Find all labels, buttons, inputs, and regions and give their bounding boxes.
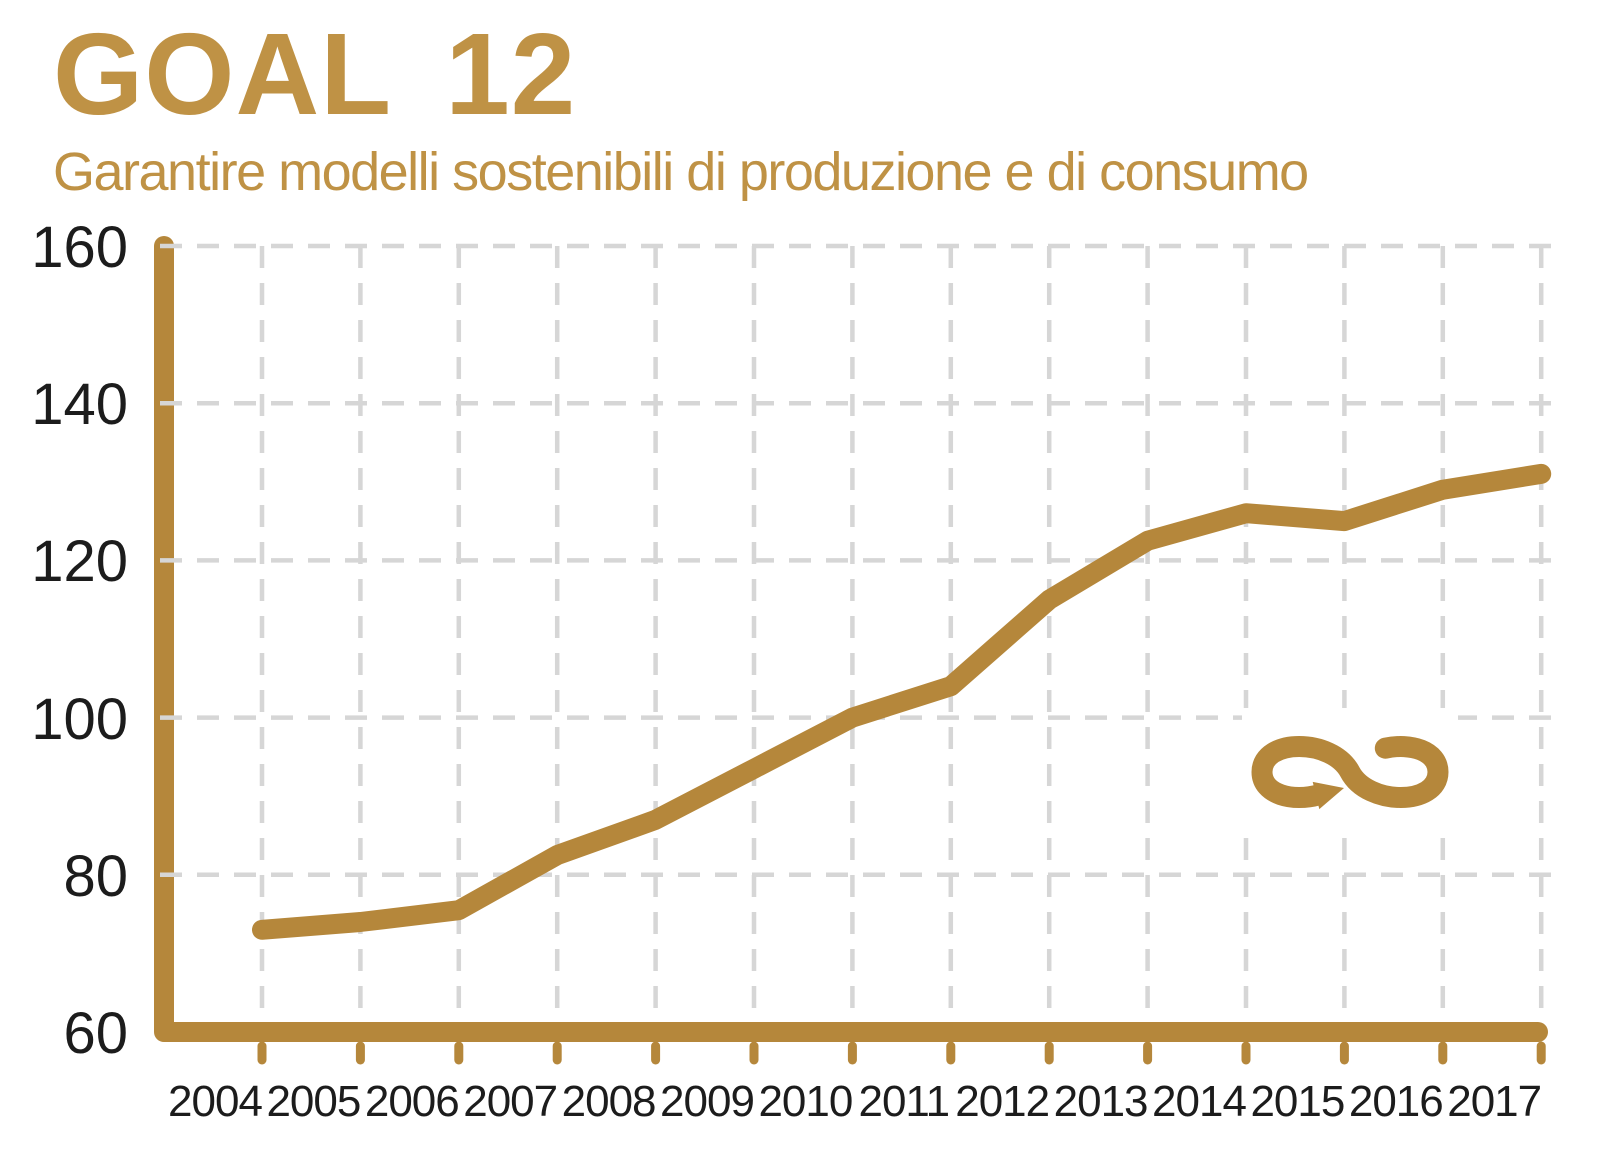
- axis-lines: [154, 236, 1548, 1042]
- x-axis-label: 2008: [561, 1077, 657, 1126]
- x-axis-label: 2011: [858, 1077, 950, 1126]
- y-axis-label: 160: [31, 215, 128, 280]
- x-axis-label: 2015: [1250, 1077, 1345, 1126]
- arrow-head: [1312, 781, 1344, 810]
- infinity-loop-stroke: [1251, 736, 1449, 808]
- x-axis-label: 2014: [1152, 1077, 1247, 1126]
- y-axis-label: 140: [31, 372, 128, 438]
- sdg12-infinity-loop-arrow-icon: [1242, 708, 1458, 836]
- y-axis-label: 120: [31, 529, 128, 595]
- y-axis-label: 60: [63, 1001, 128, 1066]
- page-subtitle: Garantire modelli sostenibili di produzi…: [53, 142, 1309, 202]
- x-axis-label: 2012: [955, 1077, 1050, 1126]
- y-axis-label: 100: [31, 686, 128, 752]
- x-axis-label: 2017: [1447, 1077, 1542, 1126]
- x-axis-label: 2006: [364, 1077, 460, 1126]
- x-axis-label: 2007: [463, 1077, 558, 1126]
- x-axis-label: 2005: [266, 1077, 361, 1126]
- x-axis-label: 2009: [660, 1077, 755, 1126]
- y-axis-label: 80: [63, 843, 128, 909]
- x-axis-label: 2004: [168, 1077, 263, 1126]
- x-axis-label: 2010: [758, 1077, 853, 1126]
- data-line: [252, 463, 1552, 940]
- page-title: GOAL 12: [53, 9, 577, 139]
- x-axis-label: 2016: [1348, 1077, 1444, 1126]
- x-axis-label: 2013: [1053, 1077, 1149, 1126]
